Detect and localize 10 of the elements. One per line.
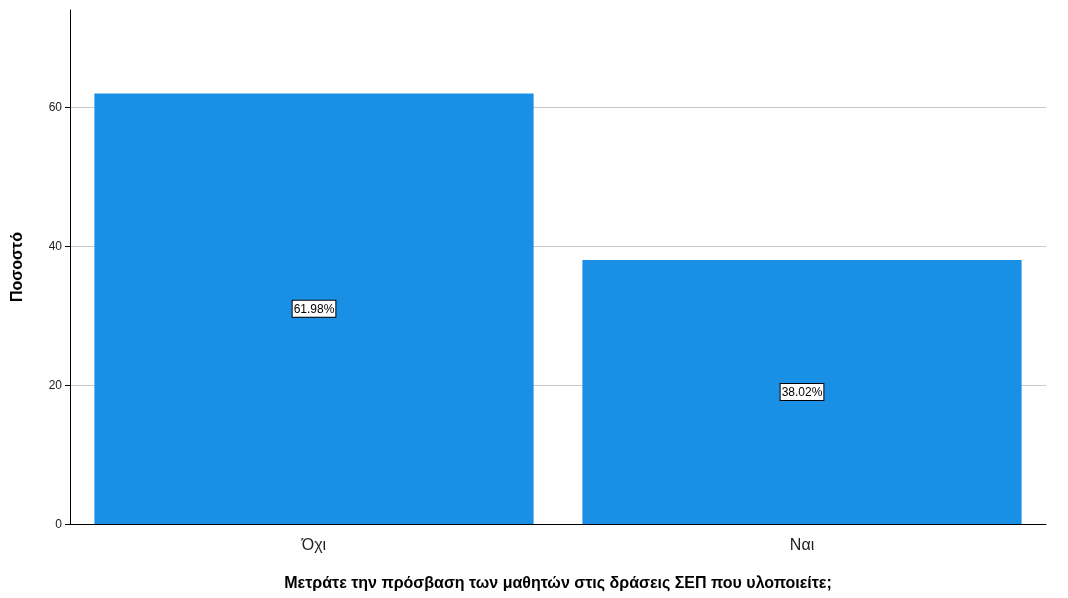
y-tick-label: 60 <box>48 100 63 115</box>
y-tick-label: 40 <box>48 239 63 254</box>
x-tick-label: Ναι <box>789 535 815 553</box>
x-axis-title: Μετράτε την πρόσβαση των μαθητών στις δράσεις ΣΕΠ που υλοποιείτε; <box>284 573 832 592</box>
y-tick-label: 0 <box>55 517 63 531</box>
y-tick-label: 20 <box>48 378 63 393</box>
y-axis-title: Ποσοστό <box>7 231 25 302</box>
x-tick-label: Όχι <box>300 535 327 553</box>
data-label: 61.98% <box>293 301 335 316</box>
data-label: 38.02% <box>781 384 823 399</box>
